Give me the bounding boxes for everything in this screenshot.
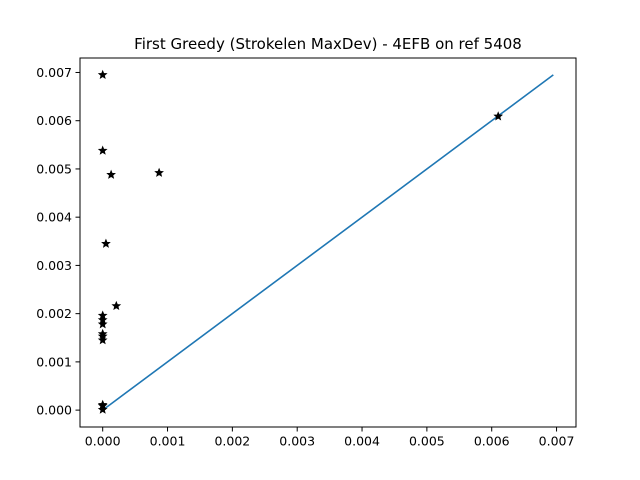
data-point — [106, 169, 116, 179]
x-tick-label: 0.004 — [344, 434, 380, 449]
y-tick-label: 0.001 — [36, 354, 72, 369]
x-tick-label: 0.001 — [150, 434, 186, 449]
plot-content — [97, 69, 554, 414]
y-tick-label: 0.003 — [36, 258, 72, 273]
plot-layer — [97, 69, 554, 414]
axes-frame — [79, 57, 577, 428]
y-tick-label: 0.005 — [36, 161, 72, 176]
y-tick-label: 0.000 — [36, 403, 72, 418]
x-tick-label: 0.007 — [539, 434, 575, 449]
data-point — [97, 335, 108, 345]
chart-title: First Greedy (Strokelen MaxDev) - 4EFB o… — [134, 35, 522, 53]
x-tick-label: 0.000 — [85, 434, 121, 449]
x-tick-label: 0.006 — [474, 434, 510, 449]
axes-layer: 0.000 0.001 0.002 0.003 0.004 0.005 0.006 0.007… — [36, 57, 577, 449]
x-tick-label: 0.002 — [214, 434, 250, 449]
series-line — [102, 74, 554, 411]
data-point — [97, 404, 108, 414]
x-tick-label: 0.003 — [279, 434, 315, 449]
y-tick-label: 0.007 — [36, 65, 72, 80]
y-tick-label: 0.004 — [36, 210, 72, 225]
data-point — [101, 238, 111, 248]
x-tick-label: 0.005 — [409, 434, 445, 449]
data-point — [97, 145, 108, 155]
data-point — [493, 111, 504, 121]
data-point — [97, 319, 108, 329]
y-tick-label: 0.006 — [36, 113, 72, 128]
data-point — [97, 69, 108, 80]
data-point — [111, 300, 122, 311]
data-point — [154, 167, 164, 177]
y-tick-label: 0.002 — [36, 306, 72, 321]
